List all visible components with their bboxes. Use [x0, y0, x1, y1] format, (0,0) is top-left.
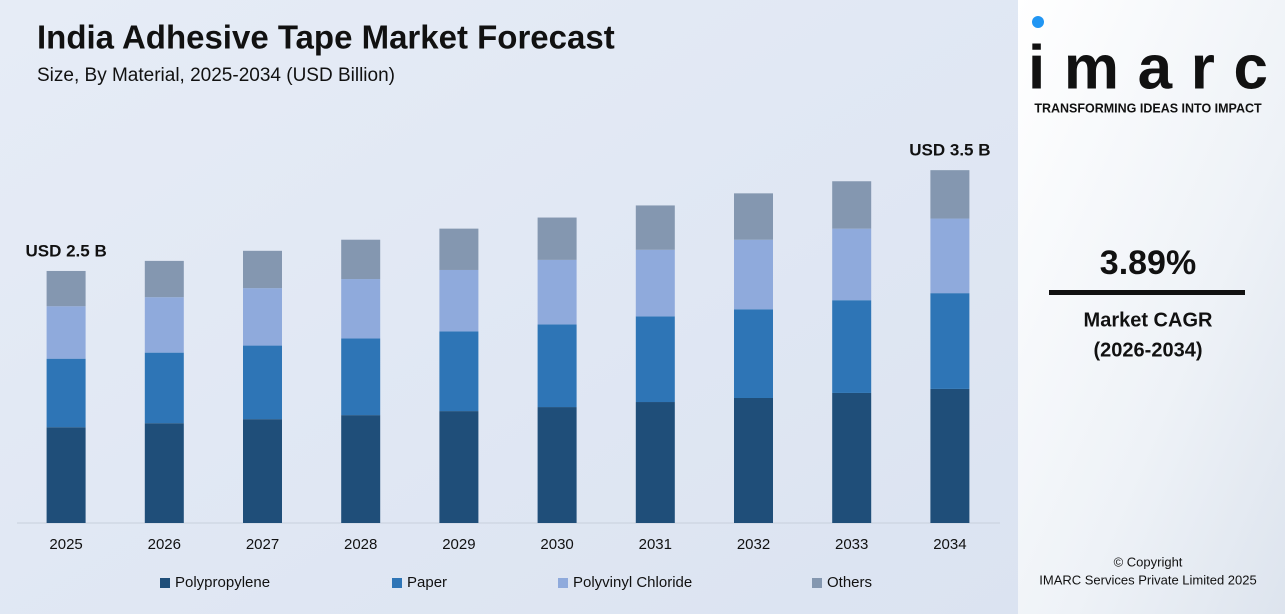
x-tick-label: 2025 [49, 536, 82, 553]
company: IMARC Services Private Limited 2025 [1039, 572, 1256, 587]
bar-segment [144, 423, 184, 523]
x-tick-label: 2028 [344, 536, 377, 553]
bar-segment [144, 297, 184, 353]
bar-segment [46, 358, 86, 428]
bar-segment [46, 270, 86, 307]
annotation: USD 2.5 B [25, 241, 106, 260]
bar-segment [734, 309, 773, 398]
x-tick-label: 2030 [540, 536, 573, 553]
bar-segment [930, 293, 970, 389]
bar-segment [537, 259, 577, 325]
bar-segment [537, 407, 577, 523]
bar-segment [439, 331, 479, 412]
bar-segment [144, 352, 184, 424]
bar-segment [243, 250, 282, 289]
bar-segment [243, 288, 282, 346]
x-tick-label: 2026 [148, 536, 181, 553]
annotation: USD 3.5 B [909, 141, 990, 160]
bar-segment [832, 392, 872, 523]
bar-segment [46, 306, 86, 359]
x-tick-label: 2034 [933, 536, 966, 553]
side-panel [1018, 0, 1285, 614]
cagr-period: (2026-2034) [1094, 339, 1203, 361]
bar-segment [341, 239, 381, 280]
bar-segment [341, 415, 381, 523]
legend-label: Others [827, 574, 872, 591]
x-tick-label: 2029 [442, 536, 475, 553]
bar-segment [243, 419, 282, 523]
legend-swatch [160, 578, 170, 588]
x-tick-label: 2032 [737, 536, 770, 553]
x-tick-label: 2031 [639, 536, 672, 553]
bar-segment [341, 338, 381, 416]
bar-segment [635, 249, 675, 317]
logo-dot [1032, 16, 1044, 28]
x-tick-label: 2027 [246, 536, 279, 553]
bar-segment [832, 181, 872, 229]
cagr-value: 3.89% [1100, 244, 1196, 282]
copyright: © Copyright [1114, 554, 1183, 569]
bar-segment [144, 260, 184, 298]
bar-segment [930, 218, 970, 294]
bar-segment [635, 316, 675, 403]
bar-segment [734, 397, 773, 523]
bar-segment [635, 402, 675, 523]
bar-segment [832, 228, 872, 301]
bar-segment [341, 279, 381, 339]
bar-segment [930, 170, 970, 219]
bar-segment [46, 427, 86, 523]
bar-segment [537, 217, 577, 260]
cagr-label: Market CAGR [1084, 309, 1213, 331]
x-tick-label: 2033 [835, 536, 868, 553]
bar-segment [734, 239, 773, 310]
legend-swatch [558, 578, 568, 588]
bar-segment [439, 269, 479, 332]
legend-label: Polyvinyl Chloride [573, 574, 692, 591]
bar-segment [243, 345, 282, 420]
bar-segment [439, 411, 479, 523]
bar-segment [832, 300, 872, 393]
chart-subtitle: Size, By Material, 2025-2034 (USD Billio… [37, 65, 395, 86]
legend-swatch [812, 578, 822, 588]
bar-segment [930, 388, 970, 523]
tagline: TRANSFORMING IDEAS INTO IMPACT [1034, 101, 1262, 115]
legend-label: Paper [407, 574, 447, 591]
bar-segment [537, 324, 577, 408]
bar-segment [734, 193, 773, 240]
legend-swatch [392, 578, 402, 588]
chart-title: India Adhesive Tape Market Forecast [37, 19, 615, 56]
divider [1049, 290, 1245, 295]
legend-label: Polypropylene [175, 574, 270, 591]
bar-segment [635, 205, 675, 250]
bar-segment [439, 228, 479, 270]
